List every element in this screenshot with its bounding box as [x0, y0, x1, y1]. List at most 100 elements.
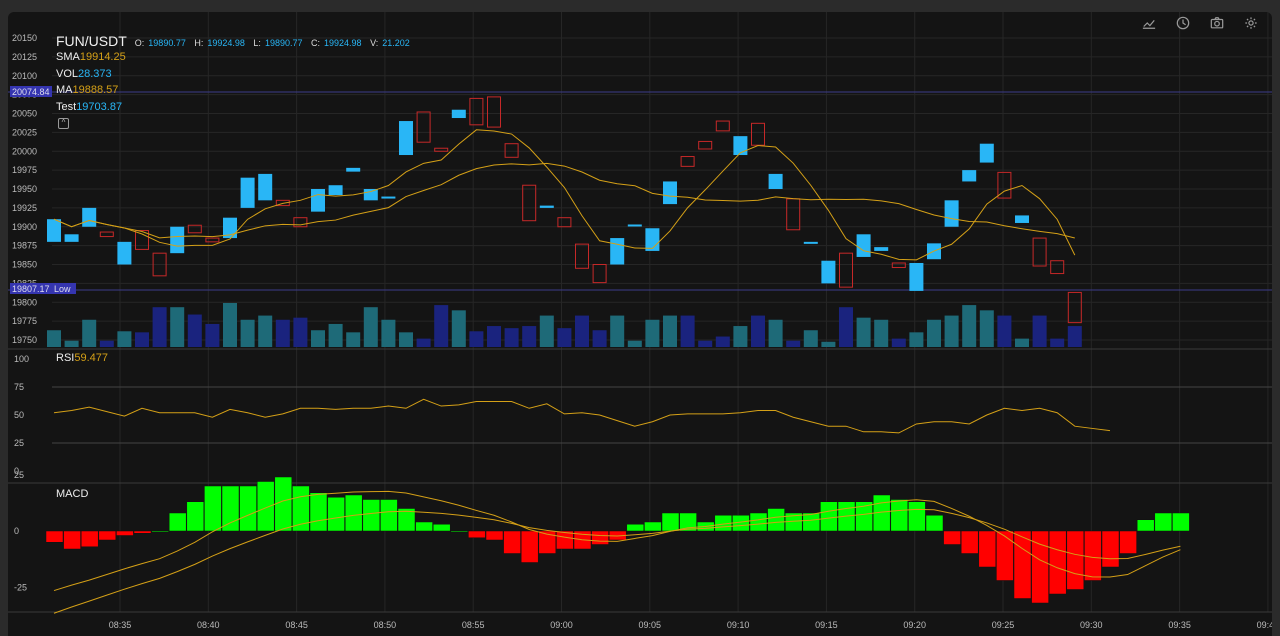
- macd-bar-negative: [591, 530, 609, 545]
- volume-bar: [698, 340, 713, 347]
- chart-canvas[interactable]: 2015020125201002007520050200252000019975…: [8, 12, 1272, 636]
- rsi-legend[interactable]: RSI59.477: [56, 352, 108, 364]
- price-axis-label: 19800: [12, 297, 37, 307]
- candle-up: [803, 241, 818, 244]
- candle-down: [839, 252, 853, 288]
- volume-bar: [311, 330, 325, 347]
- volume-bar: [891, 338, 906, 347]
- candle-up: [962, 170, 977, 182]
- price-axis-label: 20125: [12, 52, 37, 62]
- volume-bar: [592, 330, 607, 347]
- chart-line-icon[interactable]: [1140, 14, 1158, 32]
- candle-up: [47, 219, 61, 242]
- volume-bar: [416, 338, 431, 347]
- candle-down: [152, 252, 167, 277]
- macd-bar-positive: [239, 485, 257, 532]
- volume-bar: [909, 332, 924, 347]
- macd-bar-negative: [1048, 530, 1067, 595]
- time-axis-label: 09:10: [727, 620, 750, 630]
- candle-up: [856, 234, 871, 257]
- candle-up: [311, 189, 325, 212]
- macd-legend[interactable]: MACD: [56, 488, 89, 500]
- sma-legend[interactable]: SMA19914.25: [56, 51, 126, 63]
- macd-bar-negative: [45, 530, 64, 543]
- macd-bar-negative: [1013, 530, 1032, 599]
- macd-bar-negative: [1119, 530, 1137, 554]
- price-axis-label: 19875: [12, 241, 37, 251]
- volume-bar: [293, 317, 308, 347]
- collapse-legend-button[interactable]: ^: [58, 118, 69, 129]
- candle-up: [381, 196, 396, 199]
- volume-bar: [575, 315, 589, 347]
- macd-bar-negative: [960, 530, 979, 554]
- candle-up: [82, 207, 97, 227]
- candle-up: [821, 260, 836, 284]
- macd-bar-positive: [256, 481, 275, 532]
- time-axis-label: 08:40: [197, 620, 220, 630]
- candle-down: [1067, 291, 1082, 324]
- volume-bar: [786, 340, 801, 347]
- macd-bar-positive: [626, 524, 645, 532]
- macd-bar-negative: [503, 530, 521, 554]
- macd-bar-positive: [450, 530, 469, 533]
- candle-up: [627, 224, 642, 227]
- macd-bar-positive: [168, 512, 187, 532]
- macd-bar-negative: [978, 530, 997, 568]
- macd-bar-positive: [644, 521, 662, 532]
- volume-bar: [927, 319, 941, 347]
- candle-up: [240, 177, 255, 208]
- camera-icon[interactable]: [1208, 14, 1226, 32]
- volume-bar: [117, 331, 132, 347]
- time-axis-label: 08:55: [462, 620, 485, 630]
- gear-icon[interactable]: [1242, 14, 1260, 32]
- macd-bar-positive: [820, 501, 838, 532]
- candle-up: [258, 173, 273, 201]
- macd-bar-positive: [344, 494, 363, 532]
- price-legend: FUN/USDT O: 19890.77 H: 19924.98 L: 19890.7…: [56, 33, 416, 49]
- macd-bar-positive: [855, 501, 873, 532]
- volume-bar: [539, 315, 554, 347]
- macd-axis-label: -25: [14, 582, 27, 592]
- macd-bar-positive: [1172, 512, 1190, 532]
- rsi-axis-label: 0: [14, 466, 19, 476]
- price-axis-label: 19850: [12, 260, 37, 270]
- time-axis-label: 09:35: [1168, 620, 1191, 630]
- volume-bar: [979, 310, 994, 347]
- price-axis-label: 19925: [12, 203, 37, 213]
- candle-up: [733, 136, 748, 156]
- macd-bar-positive: [661, 512, 680, 532]
- macd-bar-positive: [204, 485, 222, 532]
- candle-down: [205, 237, 220, 243]
- volume-bar: [187, 314, 202, 347]
- candle-down: [575, 243, 589, 269]
- chart-toolbar: [1140, 12, 1272, 34]
- chart-window: 2015020125201002007520050200252000019975…: [8, 12, 1272, 636]
- macd-bar-positive: [908, 501, 926, 532]
- candle-down: [698, 140, 713, 150]
- candle-down: [1032, 237, 1047, 267]
- volume-bar: [962, 305, 977, 347]
- volume-bar: [557, 328, 572, 347]
- volume-bar: [434, 305, 449, 347]
- macd-bar-negative: [1084, 530, 1102, 581]
- candle-down: [715, 120, 730, 132]
- candle-down: [751, 122, 765, 146]
- candle-up: [346, 167, 361, 172]
- macd-bar-negative: [133, 530, 152, 534]
- test-legend[interactable]: Test19703.87: [56, 101, 123, 113]
- macd-bar-negative: [1066, 530, 1085, 590]
- candle-up: [64, 234, 79, 242]
- volume-bar: [170, 307, 185, 347]
- volume-bar: [663, 315, 677, 347]
- clock-icon[interactable]: [1174, 14, 1192, 32]
- low-price-marker: [10, 283, 52, 294]
- rsi-axis-label: 50: [14, 410, 24, 420]
- time-axis-label: 09:40: [1257, 620, 1272, 630]
- macd-bar-negative: [520, 530, 539, 563]
- macd-bar-positive: [397, 508, 416, 532]
- candle-down: [275, 199, 290, 207]
- macd-bar-positive: [221, 485, 240, 532]
- vol-legend[interactable]: VOL28.373: [56, 68, 112, 80]
- ma-legend[interactable]: MA19888.57: [56, 84, 119, 96]
- candle-up: [1015, 215, 1029, 223]
